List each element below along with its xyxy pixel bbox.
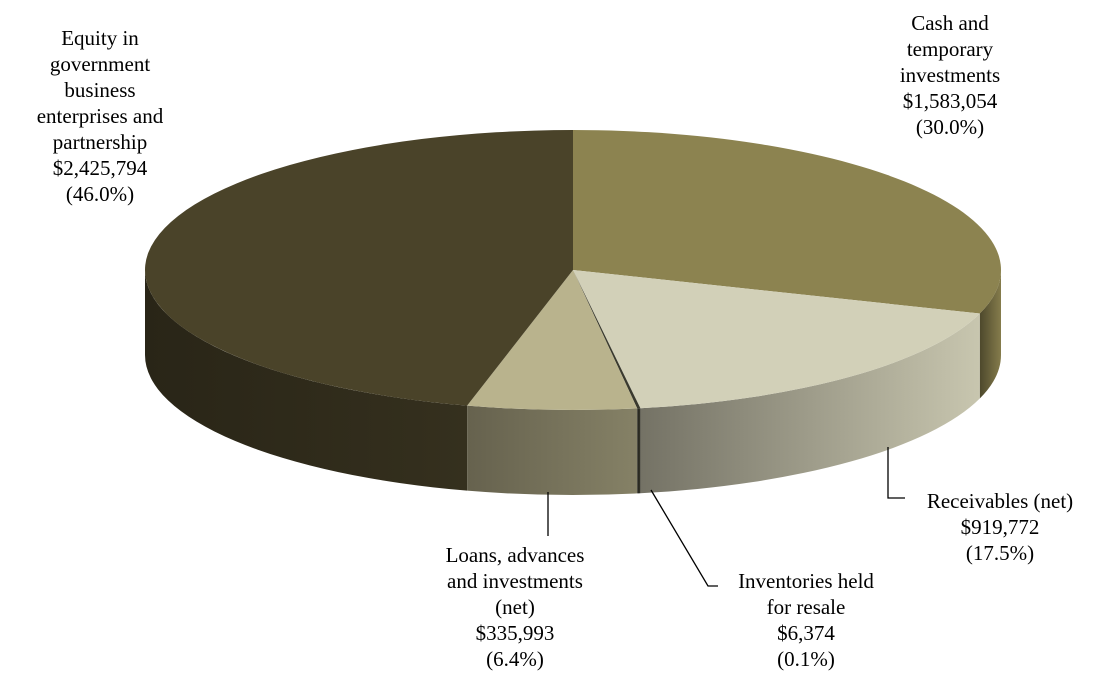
label-loans: Loans, advances and investments (net) $3…	[445, 543, 585, 671]
label-cash: Cash and temporary investments $1,583,05…	[899, 11, 1001, 139]
slice-top-2	[573, 270, 641, 409]
label-receivables: Receivables (net) $919,772 (17.5%)	[926, 489, 1074, 565]
slice-top-4	[145, 130, 573, 406]
label-equity: Equity in government business enterprise…	[36, 26, 164, 206]
slice-top-0	[573, 130, 1001, 314]
slice-top-1	[573, 270, 980, 409]
slice-top-3	[467, 270, 638, 410]
slice-side-4	[145, 270, 468, 491]
slice-side-2	[637, 408, 641, 494]
slice-side-3	[467, 405, 638, 496]
label-inventories: Inventories held for resale $6,374 (0.1%…	[738, 569, 874, 671]
slice-side-1	[640, 313, 980, 494]
slice-side-0	[979, 270, 1001, 399]
leader-line	[887, 447, 905, 499]
leader-line	[650, 489, 718, 587]
